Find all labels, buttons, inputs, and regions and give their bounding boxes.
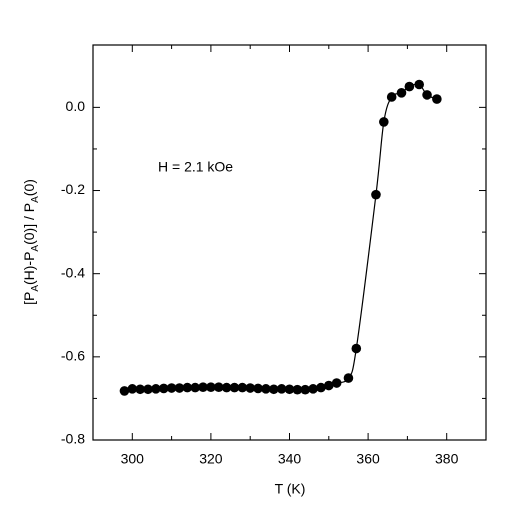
y-tick-label: -0.4 — [61, 264, 85, 280]
data-point — [292, 384, 303, 395]
x-tick-label: 300 — [121, 451, 145, 467]
data-point — [268, 384, 279, 395]
fit-line — [124, 83, 438, 392]
plot-frame — [92, 44, 487, 441]
y-axis-label-part: (0) — [21, 179, 37, 196]
data-point — [253, 383, 263, 394]
data-point — [404, 81, 415, 92]
y-axis-label-part: A — [30, 245, 41, 252]
data-point — [331, 378, 342, 388]
y-tick-label: 0.0 — [66, 98, 86, 114]
data-point — [414, 79, 424, 90]
data-point — [324, 380, 334, 391]
data-point — [166, 383, 177, 393]
y-axis-label: [PA(H)-PA(0)] / PA(0) — [21, 179, 41, 305]
data-point — [119, 386, 130, 396]
data-point — [351, 343, 362, 354]
data-point — [386, 92, 397, 102]
data-point — [158, 383, 169, 394]
annotation: H = 2.1 kOe — [158, 159, 233, 175]
data-point — [396, 88, 407, 98]
y-tick-label: -0.6 — [61, 348, 85, 364]
data-point — [432, 94, 442, 104]
data-point — [276, 384, 287, 394]
data-point — [261, 384, 271, 394]
data-point — [198, 382, 208, 392]
data-point — [221, 382, 232, 393]
y-axis-label-part: (H)-P — [21, 252, 37, 285]
y-axis-label-part: A — [30, 196, 41, 203]
data-point — [213, 382, 224, 392]
data-point — [182, 382, 193, 393]
x-tick-label: 320 — [199, 451, 223, 467]
data-point — [127, 384, 138, 394]
x-tick-label: 340 — [278, 451, 302, 467]
data-point — [245, 383, 255, 393]
y-axis-label-part: A — [30, 285, 41, 292]
x-tick-label: 380 — [435, 451, 459, 467]
data-point — [229, 382, 240, 393]
data-point — [371, 189, 381, 200]
data-point — [300, 384, 311, 395]
data-point — [190, 382, 200, 393]
data-point — [135, 384, 145, 395]
data-point — [316, 382, 326, 393]
data-point — [143, 384, 153, 395]
data-point — [284, 384, 295, 395]
data-point — [237, 382, 248, 393]
data-point — [174, 383, 185, 393]
data-point — [343, 373, 354, 383]
data-point — [308, 384, 318, 394]
data-point — [206, 382, 216, 392]
y-tick-label: -0.8 — [61, 431, 85, 447]
data-point — [379, 117, 389, 127]
x-axis-label: T (K) — [275, 481, 306, 497]
data-point — [422, 90, 432, 100]
data-point — [151, 384, 161, 394]
y-tick-label: -0.2 — [61, 181, 85, 197]
y-axis-label-part: [P — [21, 292, 37, 305]
y-axis-label-part: (0)] / P — [21, 203, 37, 245]
x-tick-label: 360 — [356, 451, 380, 467]
